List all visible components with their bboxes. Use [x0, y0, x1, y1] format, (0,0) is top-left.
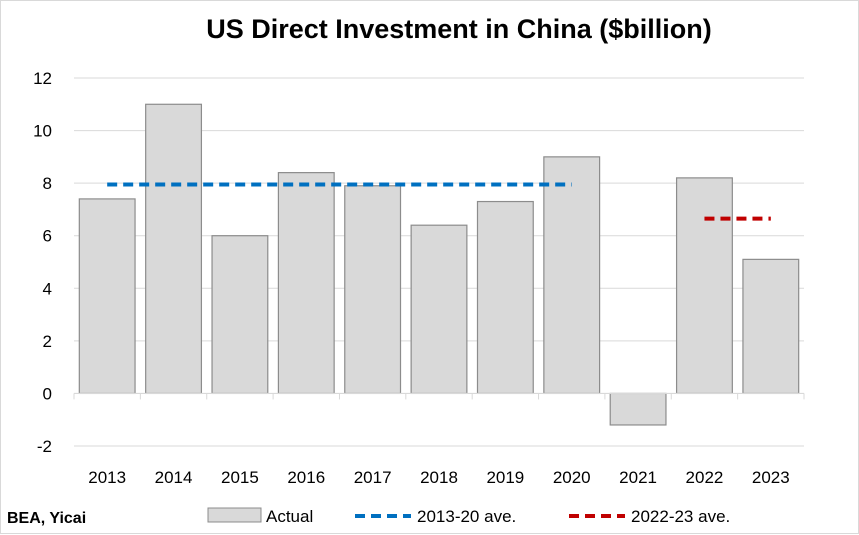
bar-2020	[543, 156, 601, 395]
chart-title: US Direct Investment in China ($billion)	[206, 14, 712, 44]
legend: Actual 2013-20 ave. 2022-23 ave.	[207, 507, 730, 526]
bar-2023	[742, 258, 800, 395]
x-tick-label: 2021	[619, 468, 657, 487]
x-tick-label: 2019	[486, 468, 524, 487]
bar-2022	[675, 177, 733, 395]
legend-label-line: 2013-20 ave.	[417, 507, 516, 526]
bar-2016	[277, 172, 335, 395]
source-note: BEA, Yicai	[7, 510, 86, 527]
legend-swatch-actual	[207, 507, 262, 523]
bar-2018	[410, 224, 468, 395]
y-tick-label: -2	[37, 437, 52, 456]
legend-label-line: 2022-23 ave.	[631, 507, 730, 526]
x-tick-label: 2018	[420, 468, 458, 487]
y-tick-label: 10	[33, 122, 52, 141]
x-tick-label: 2022	[686, 468, 724, 487]
y-axis: -2 0 2 4 6 8 10 12	[33, 69, 52, 456]
bar-2013	[78, 198, 136, 395]
bar-2017	[344, 185, 402, 395]
y-tick-label: 8	[43, 174, 52, 193]
average-lines	[107, 182, 771, 221]
x-tick-label: 2023	[752, 468, 790, 487]
bar-2014	[145, 103, 203, 395]
y-tick-label: 12	[33, 69, 52, 88]
y-tick-label: 4	[43, 279, 52, 298]
y-tick-label: 2	[43, 332, 52, 351]
x-tick-label: 2013	[88, 468, 126, 487]
x-axis: 2013 2014 2015 2016 2017 2018 2019 2020 2021 2022…	[73, 392, 805, 487]
x-tick-label: 2015	[221, 468, 259, 487]
y-tick-label: 6	[43, 227, 52, 246]
y-tick-label: 0	[43, 384, 52, 403]
legend-label-actual: Actual	[266, 507, 313, 526]
bar-2015	[211, 235, 269, 395]
x-tick-label: 2020	[553, 468, 591, 487]
bars	[78, 103, 800, 426]
x-tick-label: 2014	[155, 468, 193, 487]
x-tick-label: 2016	[287, 468, 325, 487]
x-tick-label: 2017	[354, 468, 392, 487]
bar-2019	[476, 200, 534, 395]
bar-2021	[609, 392, 667, 426]
